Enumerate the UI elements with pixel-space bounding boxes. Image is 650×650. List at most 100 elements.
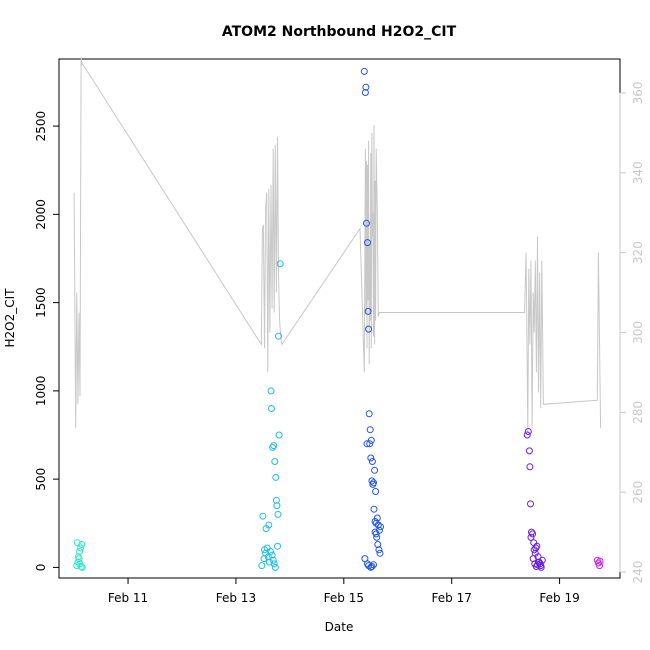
data-point	[271, 563, 279, 571]
data-point	[524, 428, 532, 435]
data-point	[368, 563, 376, 570]
y2-tick-label: 360	[631, 81, 645, 104]
y2-tick-label: 260	[631, 481, 645, 504]
data-point	[270, 560, 278, 568]
data-point	[372, 530, 380, 538]
data-point	[273, 502, 281, 510]
data-point	[376, 549, 384, 557]
data-point	[364, 239, 371, 247]
x-tick-label: Feb 15	[324, 591, 364, 605]
data-point	[265, 521, 273, 529]
data-point	[274, 510, 282, 518]
x-axis-label: Date	[325, 620, 354, 634]
data-point	[73, 539, 81, 547]
data-point	[272, 496, 280, 504]
y-tick-label: 500	[34, 468, 48, 491]
data-point	[375, 546, 383, 554]
data-point	[532, 544, 540, 552]
data-point	[370, 479, 377, 487]
y-tick-label: 1000	[34, 376, 48, 407]
data-point	[367, 454, 375, 462]
data-point	[527, 533, 535, 541]
y2-tick-label: 280	[631, 401, 645, 424]
data-point	[596, 557, 604, 565]
data-point	[77, 544, 85, 552]
data-point	[370, 505, 378, 513]
data-point	[368, 458, 376, 465]
axis-layer: Feb 11 Feb 13 Feb 15 Feb 17 Feb 19 0 500 1000 15…	[34, 81, 645, 605]
data-point	[529, 530, 537, 538]
data-point	[75, 555, 83, 563]
data-point	[527, 500, 534, 508]
data-point	[363, 219, 370, 227]
secondary-line-layer	[73, 56, 602, 433]
y2-tick-label: 320	[631, 241, 645, 264]
data-point	[275, 332, 282, 340]
data-point	[367, 436, 375, 444]
data-point	[528, 528, 535, 536]
data-point	[374, 521, 382, 529]
data-point	[372, 519, 380, 527]
secondary-series-line	[73, 56, 602, 433]
y2-tick-label: 340	[631, 161, 645, 184]
data-point	[366, 426, 374, 434]
data-point	[374, 541, 382, 548]
data-point	[535, 558, 542, 566]
x-tick-label: Feb 11	[108, 591, 148, 605]
data-point	[596, 562, 603, 570]
data-point	[365, 325, 373, 333]
data-point	[373, 514, 381, 522]
points-layer	[73, 67, 604, 571]
data-point	[364, 307, 372, 315]
data-point	[360, 67, 368, 75]
data-point	[270, 442, 278, 450]
data-point	[371, 466, 379, 474]
data-point	[366, 440, 374, 448]
data-point	[532, 563, 540, 570]
y2-tick-label: 300	[631, 321, 645, 344]
x-tick-label: Feb 13	[216, 591, 256, 605]
data-point	[365, 410, 373, 418]
data-point	[272, 473, 280, 481]
y-axis-label: H2O2_CIT	[3, 288, 17, 348]
data-point	[76, 548, 83, 555]
chart-title: ATOM2 Northbound H2O2_CIT	[222, 24, 457, 40]
data-point	[268, 405, 275, 412]
data-point	[276, 260, 284, 268]
data-point	[275, 431, 283, 439]
data-point	[274, 542, 281, 550]
data-point	[267, 387, 275, 395]
y-tick-label: 1500	[34, 287, 48, 318]
data-point	[368, 477, 376, 485]
x-tick-label: Feb 17	[432, 591, 472, 605]
y2-tick-label: 240	[631, 561, 645, 584]
data-point	[371, 528, 379, 536]
y-tick-label: 2500	[34, 111, 48, 142]
data-point	[526, 463, 534, 471]
data-point	[533, 542, 541, 550]
data-point	[377, 523, 384, 531]
x-tick-label: Feb 19	[539, 591, 579, 605]
data-point	[78, 563, 86, 571]
data-point	[534, 553, 542, 561]
data-point	[259, 512, 267, 520]
data-point	[268, 551, 276, 559]
data-point	[269, 443, 277, 451]
data-point	[365, 562, 373, 570]
y-tick-label: 0	[34, 564, 48, 572]
data-point	[362, 83, 370, 91]
data-point	[523, 431, 531, 439]
data-point	[363, 440, 371, 448]
data-point	[265, 558, 273, 566]
data-point	[372, 488, 380, 495]
data-point	[269, 556, 277, 564]
data-point	[525, 447, 533, 455]
data-point	[538, 556, 546, 564]
y-tick-label: 2000	[34, 199, 48, 230]
data-point	[258, 562, 266, 570]
data-point	[78, 541, 86, 548]
data-point	[77, 563, 85, 570]
data-point	[261, 546, 268, 554]
data-point	[370, 561, 377, 569]
